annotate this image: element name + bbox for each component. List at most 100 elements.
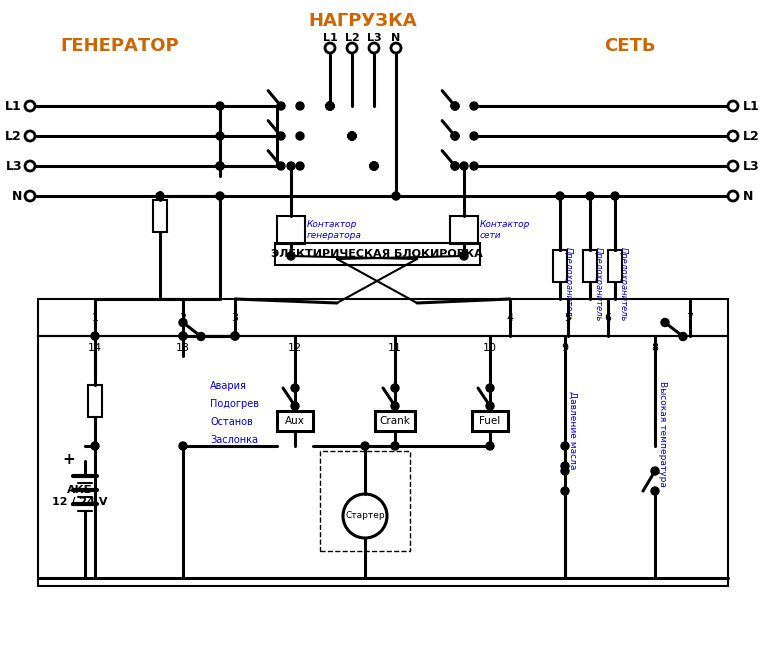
Text: Crank: Crank [380,416,410,426]
Circle shape [25,131,35,141]
Circle shape [611,192,619,200]
Circle shape [370,162,378,170]
Circle shape [287,252,295,260]
Circle shape [91,332,99,340]
Text: Высокая температура: Высокая температура [659,381,667,487]
Bar [277,216,305,244]
Text: Aux: Aux [285,416,305,426]
Circle shape [179,318,187,326]
Circle shape [470,132,478,140]
Text: 9: 9 [561,343,568,353]
Text: 4: 4 [506,313,514,322]
Text: 11: 11 [388,343,402,353]
Circle shape [728,101,738,111]
Text: Контактор
сети: Контактор сети [480,220,530,240]
Text: N: N [743,189,753,202]
Circle shape [391,43,401,53]
Circle shape [326,102,334,110]
Circle shape [216,132,224,140]
Bar [38,336,728,586]
Text: +: + [63,452,75,466]
Circle shape [179,332,187,340]
Bar [472,411,508,431]
Text: 3: 3 [232,313,239,322]
Circle shape [460,162,468,170]
Text: Авария: Авария [210,381,247,391]
Text: 13: 13 [176,343,190,353]
Text: Подогрев: Подогрев [210,399,259,409]
Text: 8: 8 [651,343,659,353]
Text: 2: 2 [179,313,186,322]
Circle shape [291,402,299,410]
Circle shape [728,191,738,201]
Bar [275,243,479,265]
Circle shape [561,487,569,495]
Circle shape [231,332,239,340]
Circle shape [25,161,35,171]
Text: 12: 12 [288,343,302,353]
Circle shape [326,102,334,110]
Circle shape [561,462,569,470]
Circle shape [728,161,738,171]
Circle shape [216,192,224,200]
Circle shape [661,318,669,326]
Text: ГЕНЕРАТОР: ГЕНЕРАТОР [61,37,179,55]
Text: ЭЛЕКТИРИЧЕСКАЯ БЛОКИРОВКА: ЭЛЕКТИРИЧЕСКАЯ БЛОКИРОВКА [271,249,483,259]
Text: СЕТЬ: СЕТЬ [604,37,656,55]
Text: N: N [391,33,400,43]
Text: НАГРУЗКА: НАГРУЗКА [308,12,417,30]
Circle shape [486,402,494,410]
Circle shape [296,102,304,110]
Circle shape [325,43,335,53]
Circle shape [391,402,399,410]
Text: Предохранитель: Предохранитель [618,247,627,321]
Circle shape [231,332,239,340]
Text: L3: L3 [743,160,759,172]
Circle shape [392,192,400,200]
Circle shape [470,102,478,110]
Text: L1: L1 [323,33,337,43]
Circle shape [348,132,356,140]
Text: 14: 14 [88,343,102,353]
Text: L2: L2 [344,33,360,43]
Circle shape [277,132,285,140]
Bar [553,250,567,282]
Text: Fuel: Fuel [479,416,501,426]
Bar [320,451,410,551]
Text: 7: 7 [686,313,693,322]
Text: L2: L2 [5,129,22,143]
Circle shape [391,384,399,392]
Text: Контактор
генератора: Контактор генератора [307,220,362,240]
Circle shape [179,442,187,450]
Circle shape [561,442,569,450]
Text: Давление масла: Давление масла [568,391,578,470]
Circle shape [651,467,659,475]
Text: Предохранитель: Предохранитель [564,247,572,321]
Bar [450,216,478,244]
Circle shape [370,162,378,170]
Circle shape [156,192,164,200]
Text: L1: L1 [743,99,760,112]
Circle shape [451,162,459,170]
Text: Заслонка: Заслонка [210,435,258,445]
Bar [153,200,167,232]
Bar [88,385,102,417]
Circle shape [561,467,569,475]
Text: 10: 10 [483,343,497,353]
Circle shape [361,442,369,450]
Circle shape [369,43,379,53]
Circle shape [451,102,459,110]
Text: Стартер: Стартер [345,512,385,521]
Circle shape [25,191,35,201]
Circle shape [197,333,205,340]
Circle shape [347,43,357,53]
Circle shape [216,162,224,170]
Text: 6: 6 [604,313,611,322]
Circle shape [296,132,304,140]
Text: 5: 5 [565,313,571,322]
Circle shape [25,101,35,111]
Circle shape [179,332,187,340]
Circle shape [586,192,594,200]
Circle shape [326,102,334,110]
Circle shape [216,162,224,170]
